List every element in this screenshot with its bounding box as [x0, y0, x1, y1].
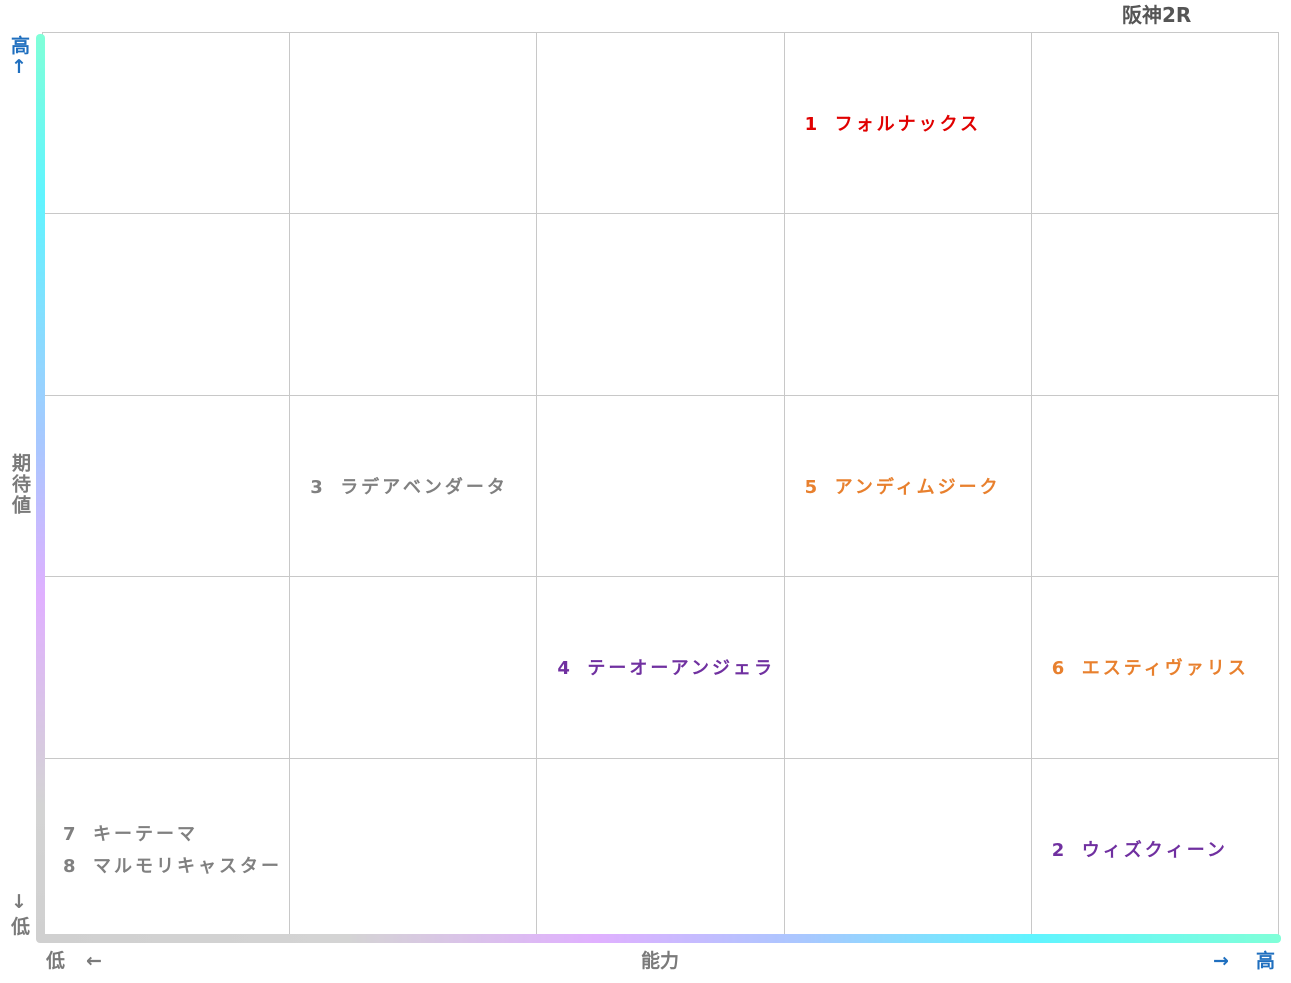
cell: 2 ウィズクィーン — [1030, 758, 1278, 940]
horse-entry: 1 フォルナックス — [805, 110, 1031, 136]
horse-number: 7 — [63, 823, 79, 845]
horse-name: アンディムジーク — [834, 476, 1001, 498]
horse-number: 4 — [557, 658, 573, 680]
x-high: 高 — [1256, 950, 1276, 972]
horse-name: マルモリキャスター — [93, 855, 282, 877]
cell — [42, 577, 290, 759]
cell — [289, 214, 537, 396]
horse-entry: 6 エスティヴァリス — [1052, 654, 1278, 680]
cell — [42, 214, 290, 396]
cell — [289, 758, 537, 940]
cell: 1 フォルナックス — [783, 33, 1031, 215]
horse-entry: 7 キーテーマ — [63, 820, 289, 846]
cell — [42, 395, 290, 578]
cell: 7 キーテーマ 8 マルモリキャスター — [42, 758, 290, 940]
cell: 4 テーオーアンジェラ — [536, 577, 784, 759]
cell: 3 ラデアベンダータ — [289, 395, 537, 578]
x-low-arrow: ← — [86, 950, 102, 972]
cell — [1030, 33, 1278, 215]
y-label: 期待値 — [9, 453, 31, 516]
cell — [536, 214, 784, 396]
horse-entry: 2 ウィズクィーン — [1052, 836, 1278, 862]
cell — [42, 33, 290, 215]
x-axis-bar — [36, 934, 1281, 943]
cell: 5 アンディムジーク — [783, 395, 1031, 578]
horse-name: エスティヴァリス — [1081, 658, 1249, 680]
horse-name: ラデアベンダータ — [340, 476, 508, 498]
cell — [783, 577, 1031, 759]
cell — [1030, 214, 1278, 396]
y-high: 高 — [11, 35, 31, 57]
horse-entry: 3 ラデアベンダータ — [310, 473, 536, 499]
cell — [289, 33, 537, 215]
matrix-grid: 1 フォルナックス 3 ラデアベンダータ 5 アンディムジーク 4 テーオーアンジェラ 6 エステ… — [42, 32, 1279, 940]
y-axis-bar — [36, 34, 45, 942]
y-low-arrow: ↓ — [11, 891, 27, 913]
x-label: 能力 — [641, 950, 680, 972]
cell — [783, 214, 1031, 396]
horse-entry: 8 マルモリキャスター — [63, 852, 289, 878]
horse-name: キーテーマ — [93, 823, 198, 845]
horse-name: フォルナックス — [834, 114, 982, 136]
horse-number: 8 — [63, 855, 79, 877]
horse-number: 2 — [1051, 839, 1068, 861]
cell — [536, 33, 784, 215]
cell — [289, 577, 537, 759]
horse-name: ウィズクィーン — [1081, 839, 1228, 861]
cell — [536, 395, 784, 578]
cell — [783, 758, 1031, 940]
title: 阪神2R — [1122, 3, 1192, 27]
horse-number: 5 — [804, 476, 821, 498]
cell — [1030, 395, 1278, 578]
x-low: 低 — [46, 950, 66, 972]
y-high-arrow: ↑ — [11, 56, 27, 78]
horse-number: 1 — [804, 114, 821, 136]
y-low: 低 — [11, 916, 31, 938]
horse-name: テーオーアンジェラ — [587, 658, 775, 680]
horse-entry: 4 テーオーアンジェラ — [557, 654, 783, 680]
horse-number: 3 — [310, 476, 326, 498]
horse-entry: 5 アンディムジーク — [805, 473, 1031, 499]
x-high-arrow: → — [1213, 950, 1229, 972]
horse-number: 6 — [1051, 658, 1068, 680]
cell: 6 エスティヴァリス — [1030, 577, 1278, 759]
cell — [536, 758, 784, 940]
